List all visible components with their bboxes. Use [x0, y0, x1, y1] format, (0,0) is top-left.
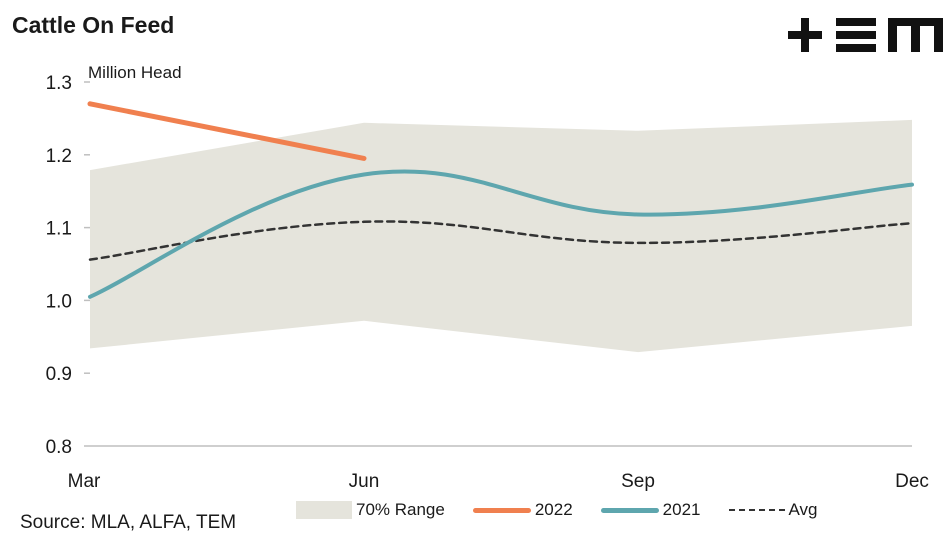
legend-label-2021: 2021	[662, 500, 701, 519]
legend-label-avg: Avg	[788, 500, 818, 519]
series-avg-line	[88, 220, 914, 261]
y-tick-label: 1.1	[46, 219, 72, 240]
legend-swatch-2022	[472, 507, 531, 513]
legend-label-2022: 2022	[534, 500, 573, 519]
series-2022-line	[87, 101, 367, 161]
x-tick-label: Sep	[621, 471, 655, 492]
tem-logo	[788, 18, 943, 52]
legend-label-range: 70% Range	[356, 500, 445, 519]
x-tick-label: Jun	[349, 471, 380, 492]
x-tick-label: Dec	[895, 471, 929, 492]
series-2021-line	[88, 169, 914, 299]
legend-item-range: 70% Range	[296, 500, 445, 520]
chart-title: Cattle On Feed	[12, 12, 175, 38]
source-note: Source: MLA, ALFA, TEM	[20, 512, 237, 533]
legend-swatch-2021	[600, 507, 659, 513]
y-tick-label: 0.9	[46, 364, 72, 385]
legend-swatch-avg	[728, 509, 785, 511]
legend-swatch-range	[296, 501, 352, 519]
y-tick-label: 0.8	[46, 437, 72, 458]
y-axis-unit-label: Million Head	[88, 63, 182, 82]
x-tick-label: Mar	[68, 471, 101, 492]
y-tick-label: 1.0	[46, 291, 72, 312]
y-tick-label: 1.3	[46, 73, 72, 94]
legend: 70% Range 2022 2021 Avg	[296, 500, 846, 520]
legend-item-avg: Avg	[728, 500, 818, 520]
range-band	[90, 119, 912, 353]
y-tick-label: 1.2	[46, 146, 72, 167]
legend-item-2022: 2022	[472, 500, 573, 520]
legend-item-2021: 2021	[600, 500, 701, 520]
